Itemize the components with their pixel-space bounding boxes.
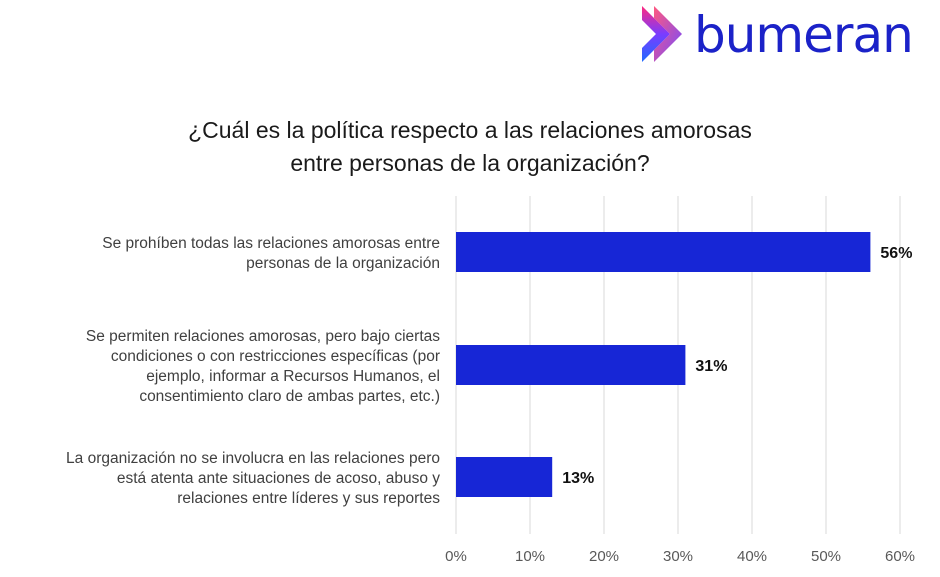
x-tick-label: 50%	[811, 548, 841, 565]
bar	[456, 345, 686, 385]
bar	[456, 232, 871, 272]
category-label: condiciones o con restricciones específi…	[111, 348, 440, 365]
x-tick-label: 30%	[663, 548, 693, 565]
data-label: 56%	[880, 245, 912, 262]
x-tick-label: 0%	[445, 548, 467, 565]
bar	[456, 457, 553, 497]
bumeran-logo: bumeran	[636, 4, 936, 70]
category-label: Se permiten relaciones amorosas, pero ba…	[86, 328, 440, 345]
category-label: relaciones entre líderes y sus reportes	[177, 490, 440, 507]
x-tick-label: 20%	[589, 548, 619, 565]
data-label: 31%	[695, 358, 727, 375]
category-label: ejemplo, informar a Recursos Humanos, el	[146, 368, 440, 385]
category-label: está atenta ante situaciones de acoso, a…	[117, 470, 440, 487]
bumeran-arrow-icon	[642, 6, 682, 62]
chart-title-line-2: entre personas de la organización?	[290, 150, 650, 176]
category-label: La organización no se involucra en las r…	[66, 450, 440, 467]
category-label: consentimiento claro de ambas partes, et…	[139, 388, 440, 405]
chart-title-line-1: ¿Cuál es la política respecto a las rela…	[188, 117, 752, 143]
x-tick-label: 10%	[515, 548, 545, 565]
category-label: Se prohíben todas las relaciones amorosa…	[102, 235, 440, 252]
category-label: personas de la organización	[246, 255, 440, 272]
x-tick-label: 40%	[737, 548, 767, 565]
chart-title: ¿Cuál es la política respecto a las rela…	[0, 114, 940, 180]
data-label: 13%	[562, 470, 594, 487]
bumeran-wordmark: bumeran	[694, 6, 914, 64]
x-tick-label: 60%	[885, 548, 915, 565]
